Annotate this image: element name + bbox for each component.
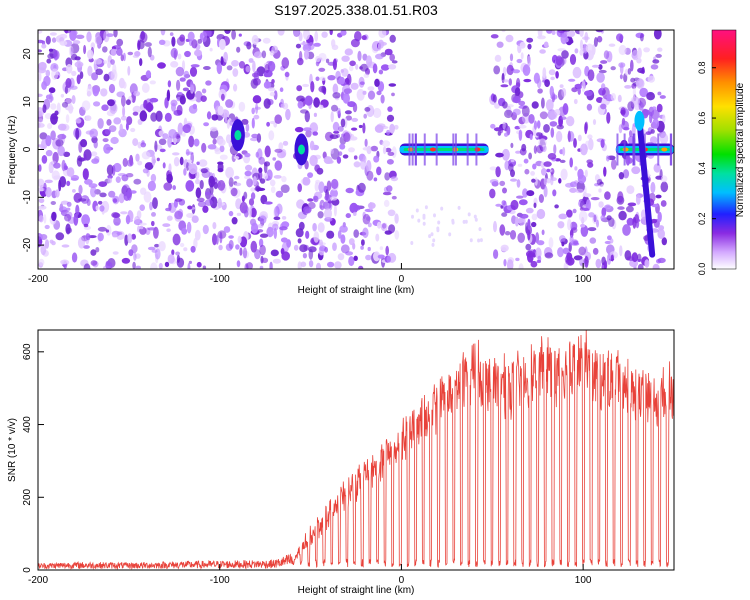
spectrogram-y-tick-label-2: 0 [22, 146, 33, 152]
spectrogram-x-ticks: -200 -100 0 100 [28, 263, 592, 285]
figure-title: S197.2025.338.01.51.R03 [274, 2, 438, 18]
snr-x-tick-label-0: -200 [28, 575, 48, 586]
spectrogram-y-ticks: 20 10 0 -10 -20 [22, 48, 44, 252]
colorbar-tick-label-2: 0.4 [697, 162, 707, 175]
spectrogram-x-tick-label-3: 100 [575, 274, 592, 285]
spectrogram-x-tick-label-1: -100 [210, 274, 230, 285]
snr-y-tick-label-0: 0 [22, 567, 33, 573]
spectrogram-y-label: Frequency (Hz) [7, 116, 18, 185]
spectrogram-x-tick-label-0: -200 [28, 274, 48, 285]
spectrogram-y-tick-label-0: 20 [22, 48, 33, 60]
snr-y-label: SNR (10 * v/v) [7, 418, 18, 482]
snr-panel: -200 -100 0 100 0 200 400 600 Height of straig… [7, 329, 675, 596]
colorbar-tick-label-4: 0.8 [697, 61, 707, 74]
snr-x-ticks: -200 -100 0 100 [28, 564, 592, 586]
snr-x-label: Height of straight line (km) [298, 585, 415, 596]
spectrogram-x-label: Height of straight line (km) [298, 285, 415, 296]
snr-frame [37, 329, 675, 571]
spectrogram-y-tick-label-3: -10 [22, 190, 33, 205]
snr-y-tick-label-3: 600 [22, 343, 33, 360]
colorbar-tick-label-1: 0.2 [697, 212, 707, 225]
colorbar-ticks: 0.0 0.2 0.4 0.6 0.8 [697, 61, 716, 275]
spectrogram-x-tick-label-2: 0 [399, 274, 405, 285]
spectrogram-y-tick-label-1: 10 [22, 96, 33, 108]
doppler-streak-4 [636, 117, 656, 258]
colorbar: 0.0 0.2 0.4 0.6 0.8 Normalized spectral ampl… [697, 29, 746, 275]
snr-plot-area [38, 330, 674, 570]
colorbar-label: Normalized spectral amplitude [735, 82, 746, 217]
snr-y-ticks: 0 200 400 600 [22, 343, 44, 573]
spectrogram-speckles [38, 30, 669, 269]
snr-x-tick-label-1: -100 [210, 575, 230, 586]
snr-x-tick-label-3: 100 [575, 575, 592, 586]
snr-series-line [38, 330, 674, 570]
colorbar-gradient [711, 29, 737, 270]
snr-y-tick-label-2: 400 [22, 416, 33, 433]
colorbar-tick-label-3: 0.6 [697, 112, 707, 125]
snr-y-tick-label-1: 200 [22, 488, 33, 505]
snr-x-tick-label-2: 0 [399, 575, 405, 586]
spectrogram-y-tick-label-4: -20 [22, 237, 33, 252]
spectrogram-features [230, 110, 674, 258]
colorbar-tick-label-0: 0.0 [697, 263, 707, 276]
